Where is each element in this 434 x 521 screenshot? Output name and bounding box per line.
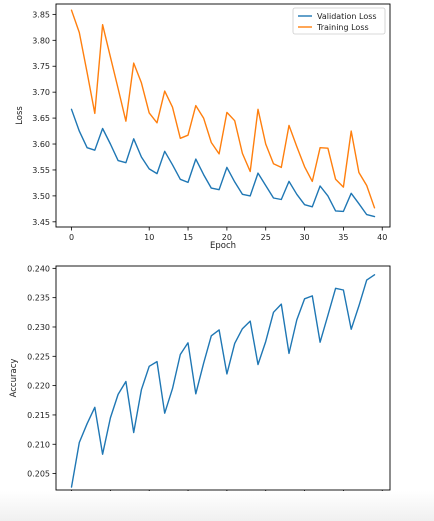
plot-frame bbox=[55, 265, 391, 491]
x-axis-label: Epoch bbox=[210, 241, 236, 251]
y-tick-label: 3.60 bbox=[32, 140, 50, 149]
y-tick-label: 0.210 bbox=[27, 440, 50, 449]
y-tick-label: 0.215 bbox=[27, 411, 50, 420]
y-axis-label: Accuracy bbox=[9, 359, 19, 398]
validation-loss-line bbox=[70, 108, 376, 218]
y-tick-label: 3.70 bbox=[32, 88, 50, 97]
bottom-strip bbox=[0, 491, 434, 521]
x-tick-label: 40 bbox=[377, 233, 387, 242]
training-loss-line bbox=[70, 9, 376, 209]
x-tick-label: 10 bbox=[144, 233, 154, 242]
y-tick-label: 0.240 bbox=[27, 264, 50, 273]
x-tick-label: 20 bbox=[222, 233, 232, 242]
legend-label: Training Loss bbox=[316, 23, 369, 32]
y-tick-label: 0.220 bbox=[27, 382, 50, 391]
x-tick-label: 25 bbox=[261, 233, 271, 242]
legend-label: Validation Loss bbox=[317, 12, 377, 21]
series-1-line bbox=[70, 274, 376, 488]
y-tick-label: 0.235 bbox=[27, 294, 50, 303]
y-tick-label: 3.45 bbox=[32, 218, 50, 227]
x-tick-label: 30 bbox=[299, 233, 309, 242]
chart-1: 0 10 15 20 25 30 35 40 3.45 3.50 3.55 3.60 3.65 3.70 3… bbox=[15, 3, 391, 251]
y-tick-label: 0.230 bbox=[27, 323, 50, 332]
chart-2: 05101520253035400.2050.2100.2150.2200.22… bbox=[9, 264, 391, 516]
y-tick-label: 3.85 bbox=[32, 10, 50, 19]
y-tick-label: 3.50 bbox=[32, 192, 50, 201]
x-tick-label: 35 bbox=[338, 233, 348, 242]
x-tick-label: 15 bbox=[183, 233, 193, 242]
y-tick-label: 0.225 bbox=[27, 352, 50, 361]
plot-frame bbox=[55, 3, 391, 228]
y-axis-label: Loss bbox=[15, 106, 25, 125]
y-tick-label: 3.65 bbox=[32, 114, 50, 123]
legend: Validation Loss Training Loss bbox=[292, 7, 386, 35]
y-tick-label: 3.55 bbox=[32, 166, 50, 175]
x-tick-label: 0 bbox=[69, 233, 74, 242]
y-tick-label: 3.80 bbox=[32, 36, 50, 45]
y-tick-label: 0.205 bbox=[27, 470, 50, 479]
legend-box bbox=[292, 7, 386, 35]
y-tick-label: 3.75 bbox=[32, 62, 50, 71]
